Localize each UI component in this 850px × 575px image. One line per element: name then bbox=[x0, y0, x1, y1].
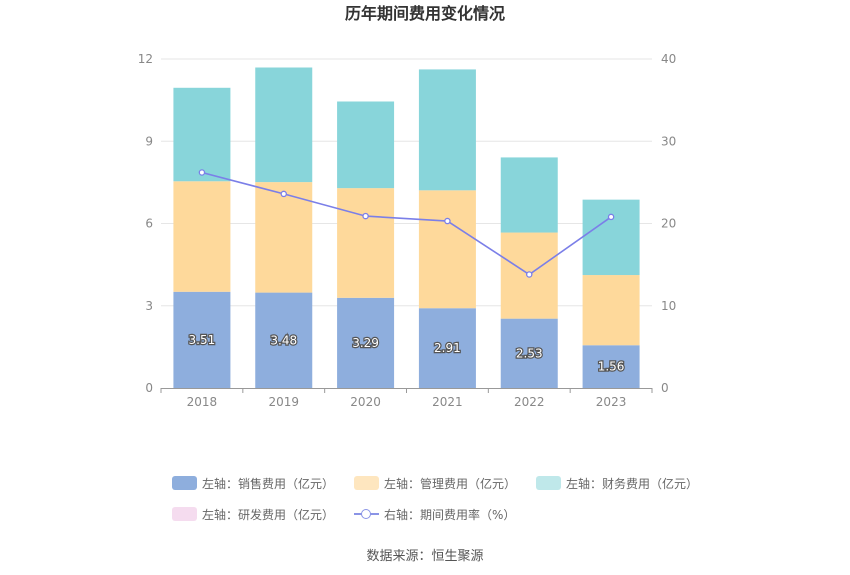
y-right-tick-label: 10 bbox=[661, 299, 676, 313]
y-left-tick-label: 0 bbox=[145, 381, 153, 395]
bar-segment-s1 bbox=[582, 275, 640, 346]
rate-point bbox=[526, 271, 533, 278]
legend-item-rate[interactable]: 右轴：期间费用率（%） bbox=[354, 506, 515, 523]
legend-item-admin[interactable]: 左轴：管理费用（亿元） bbox=[354, 475, 516, 492]
bar-segment-s1 bbox=[173, 181, 231, 292]
legend-item-finance[interactable]: 左轴：财务费用（亿元） bbox=[536, 475, 698, 492]
bar-segment-s1 bbox=[337, 188, 395, 298]
bar-segment-s0 bbox=[418, 308, 476, 388]
legend-label-finance: 左轴：财务费用（亿元） bbox=[566, 476, 699, 491]
bar-segment-s1 bbox=[255, 182, 313, 293]
rate-point bbox=[607, 213, 615, 221]
bar-segment-s2 bbox=[337, 101, 395, 189]
rate-point bbox=[280, 190, 287, 198]
legend-label-admin: 左轴：管理费用（亿元） bbox=[384, 476, 517, 491]
axes: 0 3 6 9 12 0 10 20 30 40 2018 2019 2020 2021 2022 2023 bbox=[138, 52, 677, 409]
legend-swatch-sales bbox=[172, 476, 197, 490]
chart-title: 历年期间费用变化情况 bbox=[345, 4, 505, 23]
legend-swatch-admin bbox=[354, 476, 380, 490]
y-right-tick-label: 0 bbox=[661, 381, 669, 395]
source-note: 数据来源：恒生聚源 bbox=[366, 549, 484, 564]
rate-point bbox=[444, 217, 451, 225]
bars: 3.51 3.48 3.29 2.91 2.53 1.56 bbox=[173, 67, 640, 388]
rate-point bbox=[362, 212, 369, 220]
bar-segment-s0 bbox=[173, 291, 231, 388]
bar-value-label: 1.56 bbox=[598, 360, 625, 374]
legend-item-rd[interactable]: 左轴：研发费用（亿元） bbox=[172, 506, 334, 523]
x-tick-label: 2018 bbox=[187, 395, 218, 409]
bar-value-label: 3.48 bbox=[270, 333, 297, 347]
bar-segment-s2 bbox=[500, 157, 558, 233]
x-tick-label: 2022 bbox=[514, 395, 545, 409]
legend-swatch-finance bbox=[536, 476, 562, 490]
legend-swatch-rate bbox=[354, 507, 380, 521]
rate-line-path bbox=[201, 171, 612, 276]
bar-segment-s2 bbox=[418, 69, 476, 191]
bar-segment-s2 bbox=[173, 87, 231, 182]
bar-segment-s0 bbox=[500, 318, 558, 388]
y-right-tick-label: 30 bbox=[661, 134, 676, 148]
bar-value-label: 2.91 bbox=[434, 341, 461, 355]
legend-label-rd: 左轴：研发费用（亿元） bbox=[202, 507, 335, 522]
bar-segment-s2 bbox=[255, 67, 313, 183]
bar-segment-s0 bbox=[337, 297, 395, 388]
bar-segment-s0 bbox=[255, 292, 313, 388]
legend-label-rate: 右轴：期间费用率（%） bbox=[384, 507, 516, 522]
legend: 左轴：销售费用（亿元） 左轴：管理费用（亿元） 左轴：财务费用（亿元） 左轴：研… bbox=[172, 472, 698, 534]
rate-line bbox=[198, 169, 615, 278]
y-left-tick-label: 9 bbox=[145, 134, 153, 148]
grid-lines bbox=[161, 58, 652, 307]
x-tick-label: 2023 bbox=[596, 395, 627, 409]
y-left-tick-label: 12 bbox=[138, 52, 153, 66]
rate-point bbox=[198, 169, 206, 176]
legend-item-sales[interactable]: 左轴：销售费用（亿元） bbox=[172, 475, 334, 492]
legend-label-sales: 左轴：销售费用（亿元） bbox=[202, 476, 335, 491]
legend-row-1: 左轴：销售费用（亿元） 左轴：管理费用（亿元） 左轴：财务费用（亿元） bbox=[172, 472, 698, 494]
x-tick-label: 2019 bbox=[268, 395, 299, 409]
bar-segment-s2 bbox=[582, 199, 640, 276]
bar-segment-s1 bbox=[418, 190, 476, 309]
y-right-tick-label: 40 bbox=[661, 52, 676, 66]
bar-value-label: 2.53 bbox=[516, 346, 543, 360]
legend-row-2: 左轴：研发费用（亿元） 右轴：期间费用率（%） bbox=[172, 503, 692, 525]
y-left-tick-label: 6 bbox=[145, 217, 153, 231]
y-left-tick-label: 3 bbox=[145, 299, 153, 313]
bar-value-label: 3.29 bbox=[352, 336, 379, 350]
bar-value-label: 3.51 bbox=[189, 333, 216, 347]
bar-segment-s0 bbox=[582, 345, 640, 388]
x-tick-label: 2021 bbox=[432, 395, 463, 409]
legend-swatch-rd bbox=[172, 507, 197, 521]
y-right-tick-label: 20 bbox=[661, 217, 676, 231]
x-tick-label: 2020 bbox=[350, 395, 381, 409]
